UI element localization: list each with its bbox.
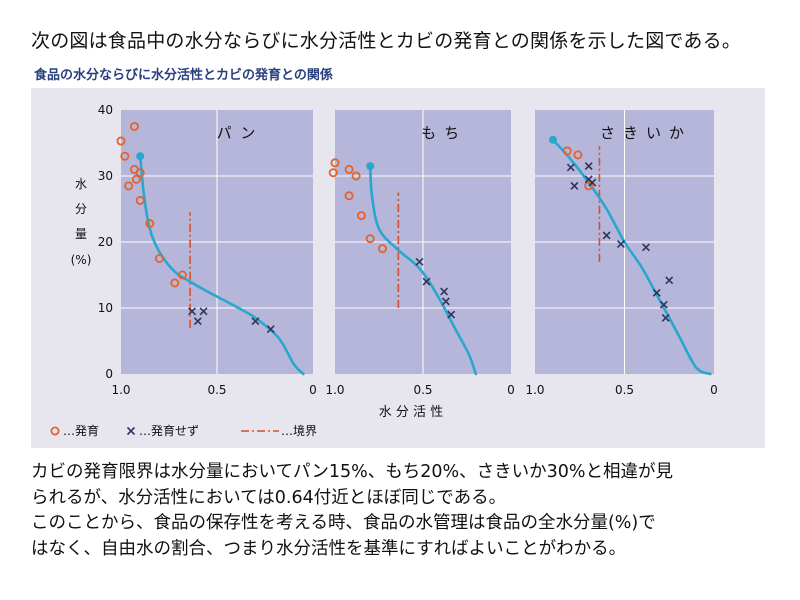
nogrow-point: [415, 257, 424, 266]
nogrow-point: [642, 243, 650, 252]
nogrow-point: [570, 181, 579, 190]
y-axis-label: 水分量 (%): [71, 177, 92, 267]
legend-boundary-label: …境界: [281, 423, 317, 438]
panel-title: パン: [217, 124, 264, 142]
sorption-curve: [551, 138, 712, 376]
curve-start-marker: [548, 135, 557, 144]
panel-title: もち: [421, 124, 467, 142]
nogrow-point: [659, 300, 668, 309]
y-axis-label-part: (%): [71, 253, 92, 267]
x-tick-label: 1.0: [325, 383, 344, 397]
grow-point: [562, 146, 572, 156]
chart-panel-1: 1.0 0.5 0 パン: [111, 110, 317, 397]
nogrow-point: [602, 231, 611, 240]
grow-point: [356, 211, 366, 221]
grow-point: [344, 191, 354, 201]
nogrow-point: [661, 313, 670, 322]
grow-point: [378, 244, 388, 254]
grow-point: [116, 136, 126, 146]
grow-point: [351, 171, 361, 181]
conclusion-text: カビの発育限界は水分量においてパン15%、もち20%、さきいか30%と相違が見 …: [31, 460, 781, 562]
x-axis-label: 水 分 活 性: [379, 405, 443, 420]
x-tick-label: 1.0: [111, 383, 130, 397]
nogrow-point: [584, 162, 593, 171]
nogrow-point: [251, 317, 260, 326]
grow-point: [129, 122, 139, 132]
nogrow-point: [188, 307, 197, 316]
chart-panel-2: 1.0 0.5 0 もち: [325, 110, 515, 397]
nogrow-point: [584, 175, 593, 184]
grow-point: [328, 168, 338, 178]
y-axis-label-part: 水: [75, 177, 87, 191]
y-tick-label: 10: [98, 301, 113, 315]
grow-point: [124, 181, 134, 191]
nogrow-point: [652, 288, 661, 297]
nogrow-point: [665, 276, 674, 285]
grow-point: [573, 150, 583, 160]
y-tick-label: 0: [105, 367, 113, 381]
figure-title: 食品の水分ならびに水分活性とカビの発育との関係: [34, 68, 333, 83]
nogrow-point: [266, 325, 275, 334]
nogrow-point: [199, 307, 208, 316]
grow-point: [344, 164, 354, 174]
y-tick-label: 20: [98, 235, 113, 249]
x-tick-label: 0.5: [207, 383, 226, 397]
y-tick-label: 30: [98, 169, 113, 183]
legend-grow-marker: [50, 426, 60, 436]
legend-nogrow-label: …発育せず: [139, 423, 199, 438]
conclusion-line: はなく、自由水の割合、つまり水分活性を基準にすればよいことがわかる。: [31, 538, 627, 559]
conclusion-line: カビの発育限界は水分量においてパン15%、もち20%、さきいか30%と相違が見: [31, 462, 674, 482]
grow-point: [131, 174, 141, 184]
curve-start-marker: [136, 152, 145, 161]
grow-point: [154, 253, 164, 263]
page-heading: 次の図は食品中の水分ならびに水分活性とカビの発育との関係を示した図である。: [31, 30, 742, 52]
grow-point: [135, 195, 145, 205]
curve-start-marker: [366, 162, 375, 171]
nogrow-point: [566, 163, 575, 172]
panel-title: さきいか: [600, 124, 692, 142]
sorption-curve: [368, 164, 478, 376]
y-axis-label-part: 分: [75, 202, 87, 216]
x-tick-label: 0: [309, 383, 317, 397]
grow-point: [145, 219, 155, 229]
legend-grow-label: …発育: [63, 423, 99, 438]
chart-panel-3: 1.0 0.5 0 さきいか: [525, 110, 718, 397]
nogrow-point: [441, 297, 450, 306]
nogrow-point: [440, 287, 449, 296]
grow-point: [177, 270, 187, 280]
legend-nogrow-marker: [126, 426, 136, 436]
grow-point: [170, 278, 180, 288]
x-tick-label: 0: [710, 383, 718, 397]
y-axis-label-part: 量: [75, 227, 87, 241]
nogrow-point: [193, 317, 202, 326]
x-tick-label: 0: [507, 383, 515, 397]
water-activity-charts: 1.0 0.5 0 パン 1.0 0.5 0 もち 1.0 0.5 0 さきいか 0 10 20 30 40 水分…: [50, 103, 718, 438]
nogrow-point: [447, 310, 456, 319]
grow-point: [120, 151, 130, 161]
nogrow-point: [616, 240, 625, 248]
nogrow-point: [422, 277, 431, 286]
conclusion-line: このことから、食品の保存性を考える時、食品の水管理は食品の全水分量(%)で: [31, 513, 656, 533]
legend: …発育 …発育せず …境界: [50, 423, 317, 438]
x-tick-label: 0.5: [413, 383, 432, 397]
grow-point: [365, 234, 375, 244]
x-tick-label: 1.0: [525, 383, 544, 397]
grow-point: [330, 158, 340, 168]
conclusion-line: られるが、水分活性においては0.64付近とほぼ同じである。: [31, 487, 507, 508]
grow-point: [135, 168, 145, 178]
grow-point: [584, 181, 594, 191]
x-tick-label: 0.5: [615, 383, 634, 397]
y-tick-label: 40: [98, 103, 113, 117]
